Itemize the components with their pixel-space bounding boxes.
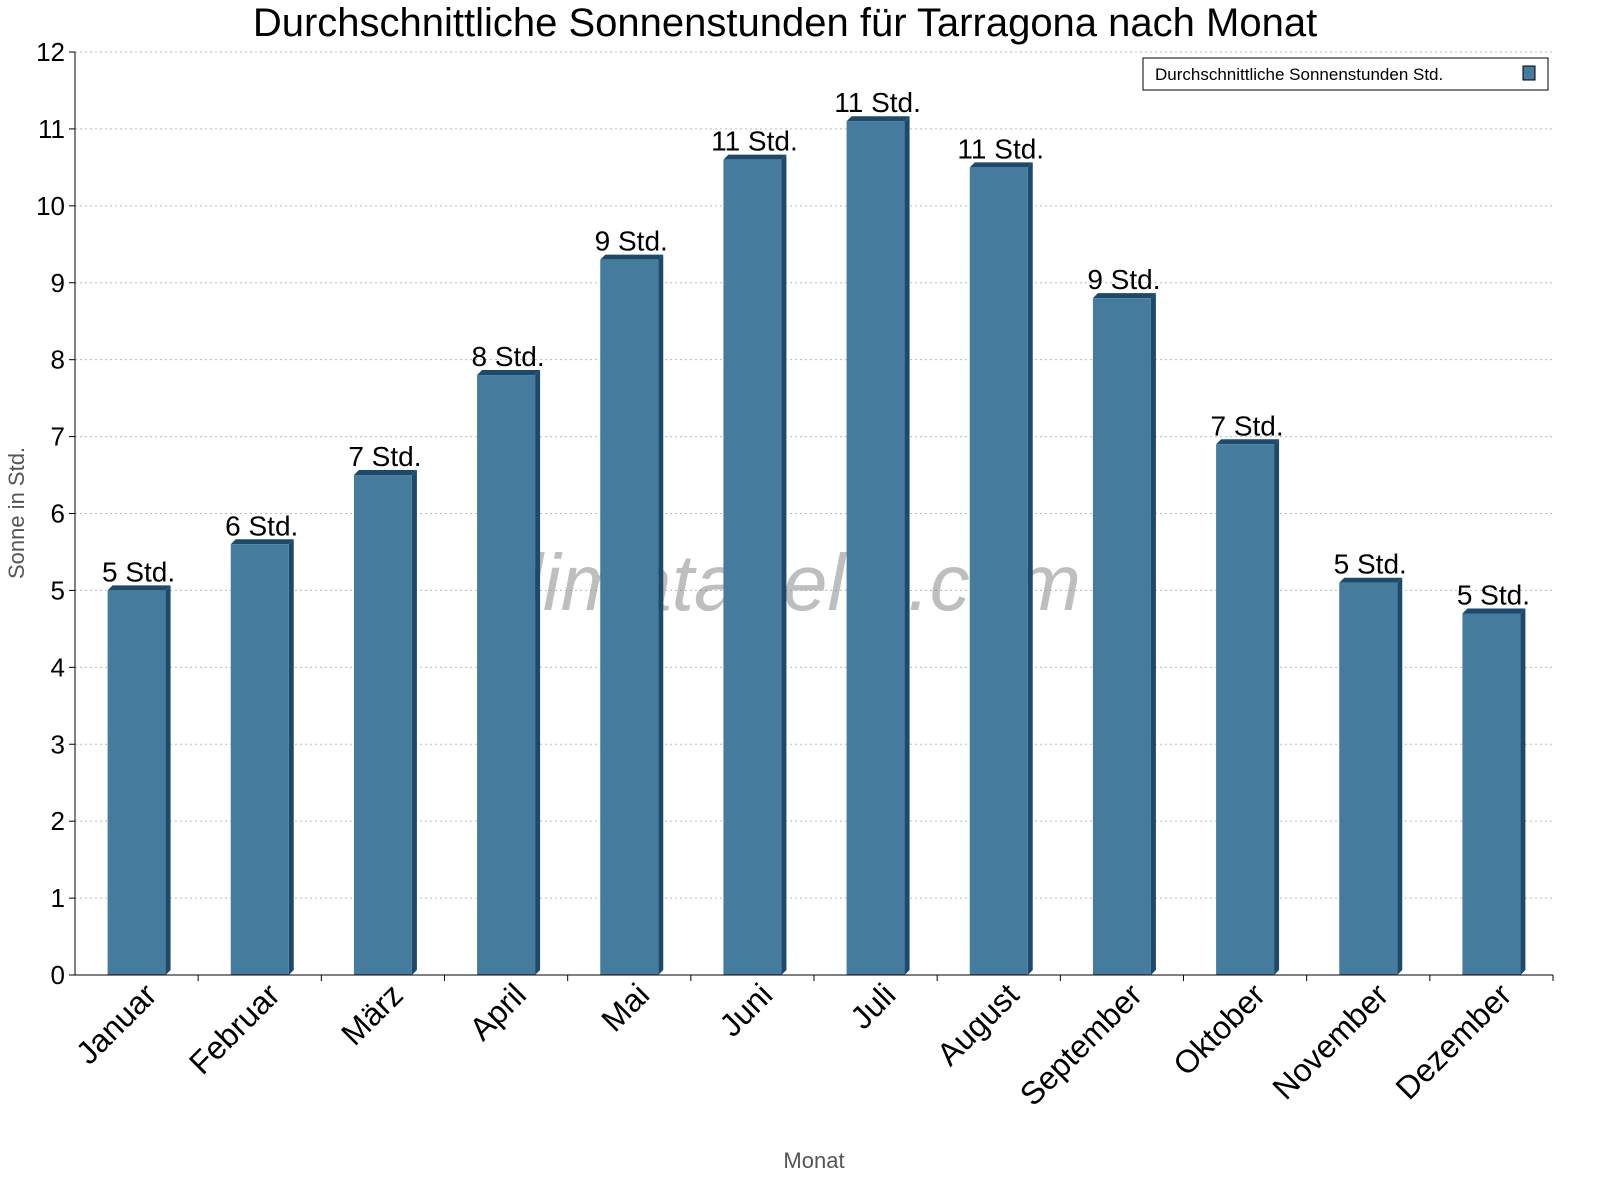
chart-title: Durchschnittliche Sonnenstunden für Tarr… — [253, 1, 1317, 45]
data-label: 6 Std. — [225, 510, 298, 541]
bar — [1339, 582, 1398, 975]
bar-side — [165, 585, 171, 975]
bar — [600, 259, 659, 975]
legend: Durchschnittliche Sonnenstunden Std. — [1142, 57, 1549, 91]
bar-top — [353, 470, 417, 476]
bar-top — [1462, 608, 1526, 614]
y-tick-label: 2 — [51, 806, 65, 836]
bar-top — [1092, 293, 1156, 299]
legend-label: Durchschnittliche Sonnenstunden Std. — [1155, 65, 1443, 84]
x-tick-label: Juni — [712, 976, 779, 1043]
x-tick-label: Dezember — [1389, 976, 1519, 1106]
bar-top — [969, 162, 1033, 168]
x-tick-label: Februar — [182, 976, 287, 1081]
y-tick-label: 7 — [51, 422, 65, 452]
y-tick-label: 1 — [51, 883, 65, 913]
x-tick-label: November — [1265, 976, 1395, 1106]
data-label: 11 Std. — [957, 133, 1044, 164]
bar-side — [781, 154, 787, 975]
data-label: 5 Std. — [1457, 579, 1530, 610]
y-tick-label: 4 — [51, 652, 65, 682]
x-axis-label: Monat — [783, 1148, 844, 1173]
bar-top — [477, 370, 541, 376]
bar-side — [1027, 162, 1033, 975]
bar — [353, 475, 412, 975]
y-tick-label: 6 — [51, 499, 65, 529]
y-tick-label: 8 — [51, 345, 65, 375]
bar-top — [107, 585, 171, 591]
bars: 5 Std. 6 Std. 7 Std. 8 Std. 9 Std. 11 Std. 11 … — [102, 87, 1530, 976]
grid-lines — [75, 51, 1553, 899]
bar-side — [288, 539, 294, 975]
y-tick-label: 0 — [51, 960, 65, 990]
data-label: 7 Std. — [1210, 410, 1283, 441]
bar-top — [846, 116, 910, 122]
data-label: 7 Std. — [348, 441, 421, 472]
bar-top — [230, 539, 294, 545]
bar-side — [411, 470, 417, 975]
y-axis-label: Sonne in Std. — [4, 447, 29, 579]
y-tick-label: 3 — [51, 729, 65, 759]
x-tick-label: Mai — [594, 976, 656, 1038]
bar-side — [658, 254, 664, 976]
data-label: 9 Std. — [1087, 264, 1160, 295]
data-label: 9 Std. — [595, 226, 668, 257]
y-tick-label: 10 — [36, 191, 65, 221]
data-label: 11 Std. — [711, 126, 798, 157]
x-tick-label: Januar — [69, 976, 164, 1071]
data-label: 8 Std. — [471, 341, 544, 372]
x-tick-label: September — [1013, 976, 1149, 1112]
y-tick-label: 11 — [38, 114, 65, 144]
y-tick-label: 9 — [51, 268, 65, 298]
data-label: 5 Std. — [102, 556, 175, 587]
x-tick-label: Juli — [843, 976, 902, 1035]
bar — [969, 167, 1028, 975]
bar — [846, 121, 905, 976]
bar-side — [1150, 293, 1156, 976]
bar — [723, 159, 782, 975]
bar-top — [600, 254, 664, 260]
bar — [107, 590, 166, 975]
legend-swatch — [1522, 65, 1536, 81]
bar-side — [535, 370, 541, 975]
y-tick-label: 5 — [51, 575, 65, 605]
bar — [1462, 613, 1521, 975]
data-label: 5 Std. — [1334, 549, 1407, 580]
bar-top — [1216, 439, 1280, 445]
x-tick-label: Oktober — [1166, 976, 1272, 1082]
legend-box — [1142, 57, 1549, 91]
data-label: 11 Std. — [834, 87, 921, 118]
bar — [230, 544, 289, 975]
x-tick-label: August — [930, 976, 1026, 1072]
bar — [477, 375, 536, 975]
bar-top — [1339, 577, 1403, 583]
x-tick-label: März — [334, 976, 410, 1052]
bar-side — [1397, 577, 1403, 975]
bar-top — [723, 154, 787, 160]
x-tick-label: April — [462, 976, 533, 1047]
bar-side — [1520, 608, 1526, 975]
bar — [1092, 298, 1151, 976]
bar-side — [904, 116, 910, 976]
bar-side — [1274, 439, 1280, 975]
y-tick-label: 12 — [36, 37, 65, 67]
bar — [1216, 444, 1275, 975]
